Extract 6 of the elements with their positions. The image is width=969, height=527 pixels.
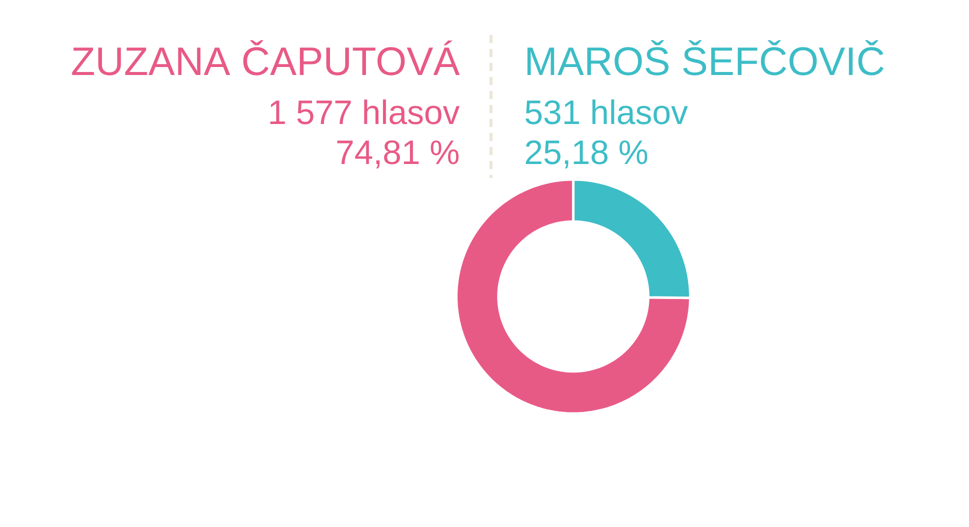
slice-label: MAROŠ ŠEFČOVIČ — [527, 40, 884, 76]
text: 25,18 % — [526, 140, 648, 168]
text: 74,81 % — [337, 140, 459, 168]
data-label: 1 577 hlasov — [270, 99, 460, 124]
slice-label: ZUZANA ČAPUTOVÁ — [72, 40, 460, 76]
data-label: 531 hlasov — [526, 99, 688, 124]
